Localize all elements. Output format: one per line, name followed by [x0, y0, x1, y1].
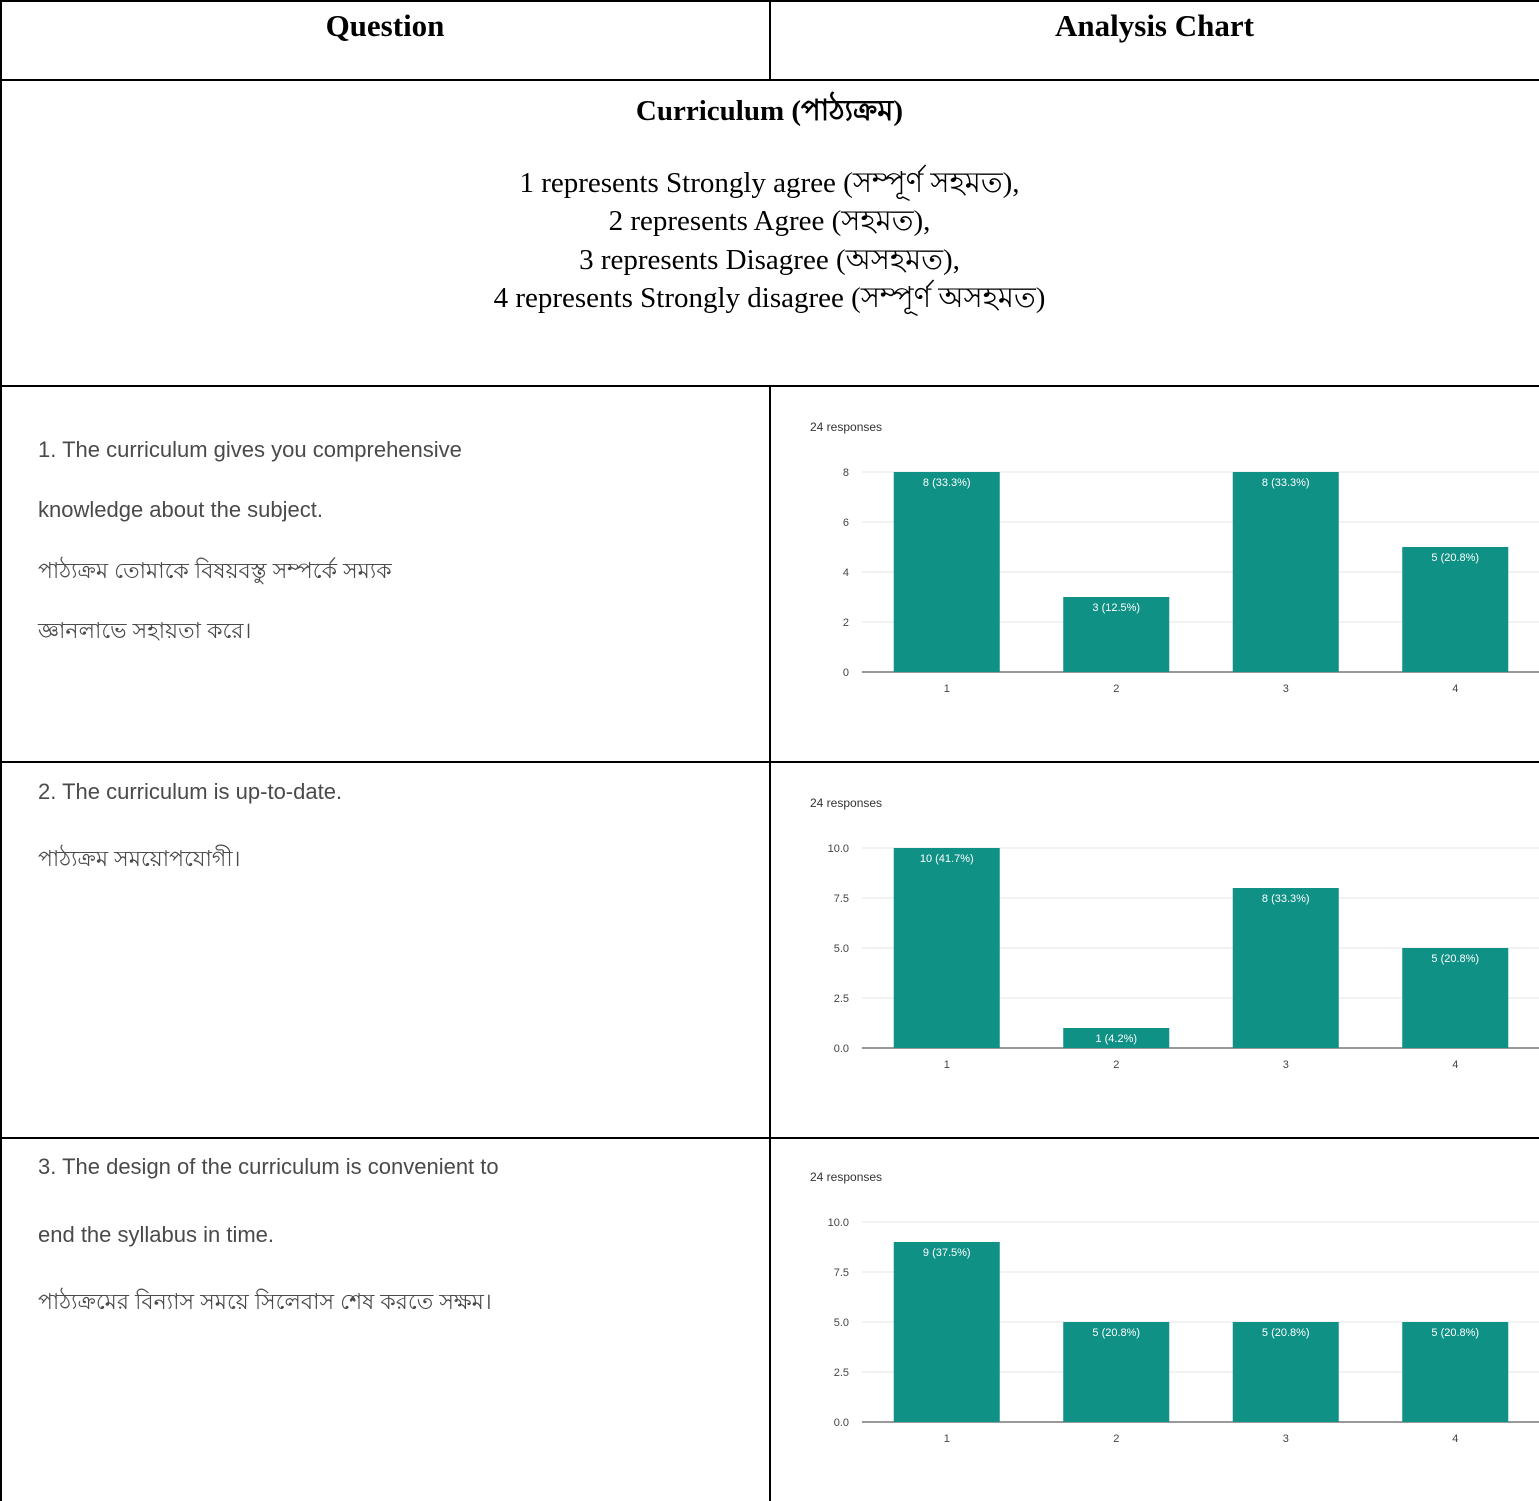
- x-tick-label: 2: [1113, 683, 1119, 695]
- y-tick-label: 5.0: [834, 943, 849, 955]
- bar-chart-1: 24 responses 0 2 4 6 8 8 (33.3%) 1 3 (12.5%) 2 8 (…: [810, 420, 1539, 695]
- chart-3: 24 responses 0.0 2.5 5.0 7.5 10.0 9 (37.5%) 1 5 …: [790, 1150, 1539, 1485]
- bar-data-label: 3 (12.5%): [1092, 602, 1140, 614]
- question-1-line-1: 1. The curriculum gives you comprehensiv…: [38, 437, 462, 462]
- column-divider-body: [769, 386, 771, 1501]
- y-tick-label: 8: [843, 467, 849, 479]
- legend-line-3: 3 represents Disagree (অসহমত),: [579, 244, 960, 276]
- x-tick-label: 1: [944, 683, 950, 695]
- bar-data-label: 5 (20.8%): [1092, 1327, 1140, 1339]
- bar: [893, 472, 1000, 672]
- y-tick-label: 0.0: [834, 1043, 849, 1055]
- x-tick-label: 2: [1113, 1433, 1119, 1445]
- x-tick-label: 3: [1283, 683, 1289, 695]
- bar: [1063, 1322, 1170, 1422]
- row-divider-q1: [0, 761, 1539, 763]
- bar: [1232, 472, 1339, 672]
- header-question: Question: [325, 8, 445, 43]
- responses-label: 24 responses: [810, 796, 882, 810]
- bar-data-label: 8 (33.3%): [1262, 893, 1310, 905]
- y-tick-label: 4: [843, 567, 849, 579]
- x-tick-label: 4: [1452, 1433, 1458, 1445]
- question-1-line-4: জ্ঞানলাভে সহায়তা করে।: [38, 618, 252, 643]
- bar-data-label: 8 (33.3%): [1262, 477, 1310, 489]
- y-tick-label: 2.5: [834, 993, 849, 1005]
- question-1-line-2: knowledge about the subject.: [38, 497, 323, 522]
- bar-data-label: 5 (20.8%): [1431, 1327, 1479, 1339]
- y-tick-label: 6: [843, 517, 849, 529]
- responses-label: 24 responses: [810, 420, 882, 434]
- y-tick-label: 10.0: [828, 1217, 849, 1229]
- bar: [1402, 547, 1509, 672]
- x-tick-label: 1: [944, 1059, 950, 1071]
- header-analysis-chart: Analysis Chart: [1055, 8, 1254, 43]
- bar: [893, 848, 1000, 1048]
- x-tick-label: 2: [1113, 1059, 1119, 1071]
- question-3: 3. The design of the curriculum is conve…: [38, 1138, 738, 1501]
- bar-data-label: 5 (20.8%): [1262, 1327, 1310, 1339]
- section-title: Curriculum (পাঠ্যক্রম): [635, 95, 904, 127]
- table-border-left: [0, 0, 2, 1501]
- question-1-line-3: পাঠ্যক্রম তোমাকে বিষয়বস্তু সম্পর্কে সম্…: [38, 558, 392, 583]
- legend-line-2: 2 represents Agree (সহমত),: [608, 205, 931, 237]
- bar: [1402, 948, 1509, 1048]
- chart-2: 24 responses 0.0 2.5 5.0 7.5 10.0 10 (41.7%) 1 1…: [790, 776, 1539, 1111]
- bar-data-label: 5 (20.8%): [1431, 552, 1479, 564]
- y-tick-label: 0: [843, 667, 849, 679]
- question-2-line-2: পাঠ্যক্রম সময়োপযোগী।: [38, 846, 241, 871]
- bar: [1232, 888, 1339, 1048]
- question-3-line-1: 3. The design of the curriculum is conve…: [38, 1154, 499, 1179]
- bar: [893, 1242, 1000, 1422]
- question-3-line-2: end the syllabus in time.: [38, 1222, 275, 1247]
- row-divider-header: [0, 79, 1539, 81]
- y-tick-label: 5.0: [834, 1317, 849, 1329]
- legend-line-4: 4 represents Strongly disagree (সম্পূর্ণ…: [493, 282, 1046, 314]
- bar-chart-2: 24 responses 0.0 2.5 5.0 7.5 10.0 10 (41.7%) 1 1…: [810, 796, 1539, 1071]
- y-tick-label: 7.5: [834, 893, 849, 905]
- y-tick-label: 0.0: [834, 1417, 849, 1429]
- bar: [1402, 1322, 1509, 1422]
- column-divider-header: [769, 0, 771, 80]
- x-tick-label: 1: [944, 1433, 950, 1445]
- bar-data-label: 9 (37.5%): [923, 1247, 971, 1259]
- y-tick-label: 2.5: [834, 1367, 849, 1379]
- x-tick-label: 4: [1452, 683, 1458, 695]
- responses-label: 24 responses: [810, 1170, 882, 1184]
- legend-line-1: 1 represents Strongly agree (সম্পূর্ণ সহ…: [519, 167, 1020, 199]
- x-tick-label: 3: [1283, 1433, 1289, 1445]
- x-tick-label: 4: [1452, 1059, 1458, 1071]
- y-tick-label: 2: [843, 617, 849, 629]
- question-1: 1. The curriculum gives you comprehensiv…: [38, 386, 738, 761]
- bar-chart-3: 24 responses 0.0 2.5 5.0 7.5 10.0 9 (37.5%) 1 5 …: [810, 1170, 1539, 1445]
- bar-data-label: 1 (4.2%): [1095, 1033, 1137, 1045]
- bar: [1063, 597, 1170, 672]
- bar: [1063, 1028, 1170, 1048]
- bar: [1232, 1322, 1339, 1422]
- y-tick-label: 10.0: [828, 843, 849, 855]
- row-divider-q2: [0, 1137, 1539, 1139]
- y-tick-label: 7.5: [834, 1267, 849, 1279]
- question-3-line-3: পাঠ্যক্রমের বিন্যাস সময়ে সিলেবাস শেষ কর…: [38, 1289, 492, 1314]
- bar-data-label: 10 (41.7%): [920, 853, 974, 865]
- question-2-line-1: 2. The curriculum is up-to-date.: [38, 779, 343, 804]
- x-tick-label: 3: [1283, 1059, 1289, 1071]
- section-curriculum: Curriculum (পাঠ্যক্রম) 1 represents Stro…: [0, 80, 1539, 386]
- question-2: 2. The curriculum is up-to-date. পাঠ্যক্…: [38, 762, 738, 1137]
- chart-1: 24 responses 0 2 4 6 8 8 (33.3%) 1 3 (12.5%) 2 8 (…: [790, 400, 1539, 735]
- bar-data-label: 5 (20.8%): [1431, 953, 1479, 965]
- bar-data-label: 8 (33.3%): [923, 477, 971, 489]
